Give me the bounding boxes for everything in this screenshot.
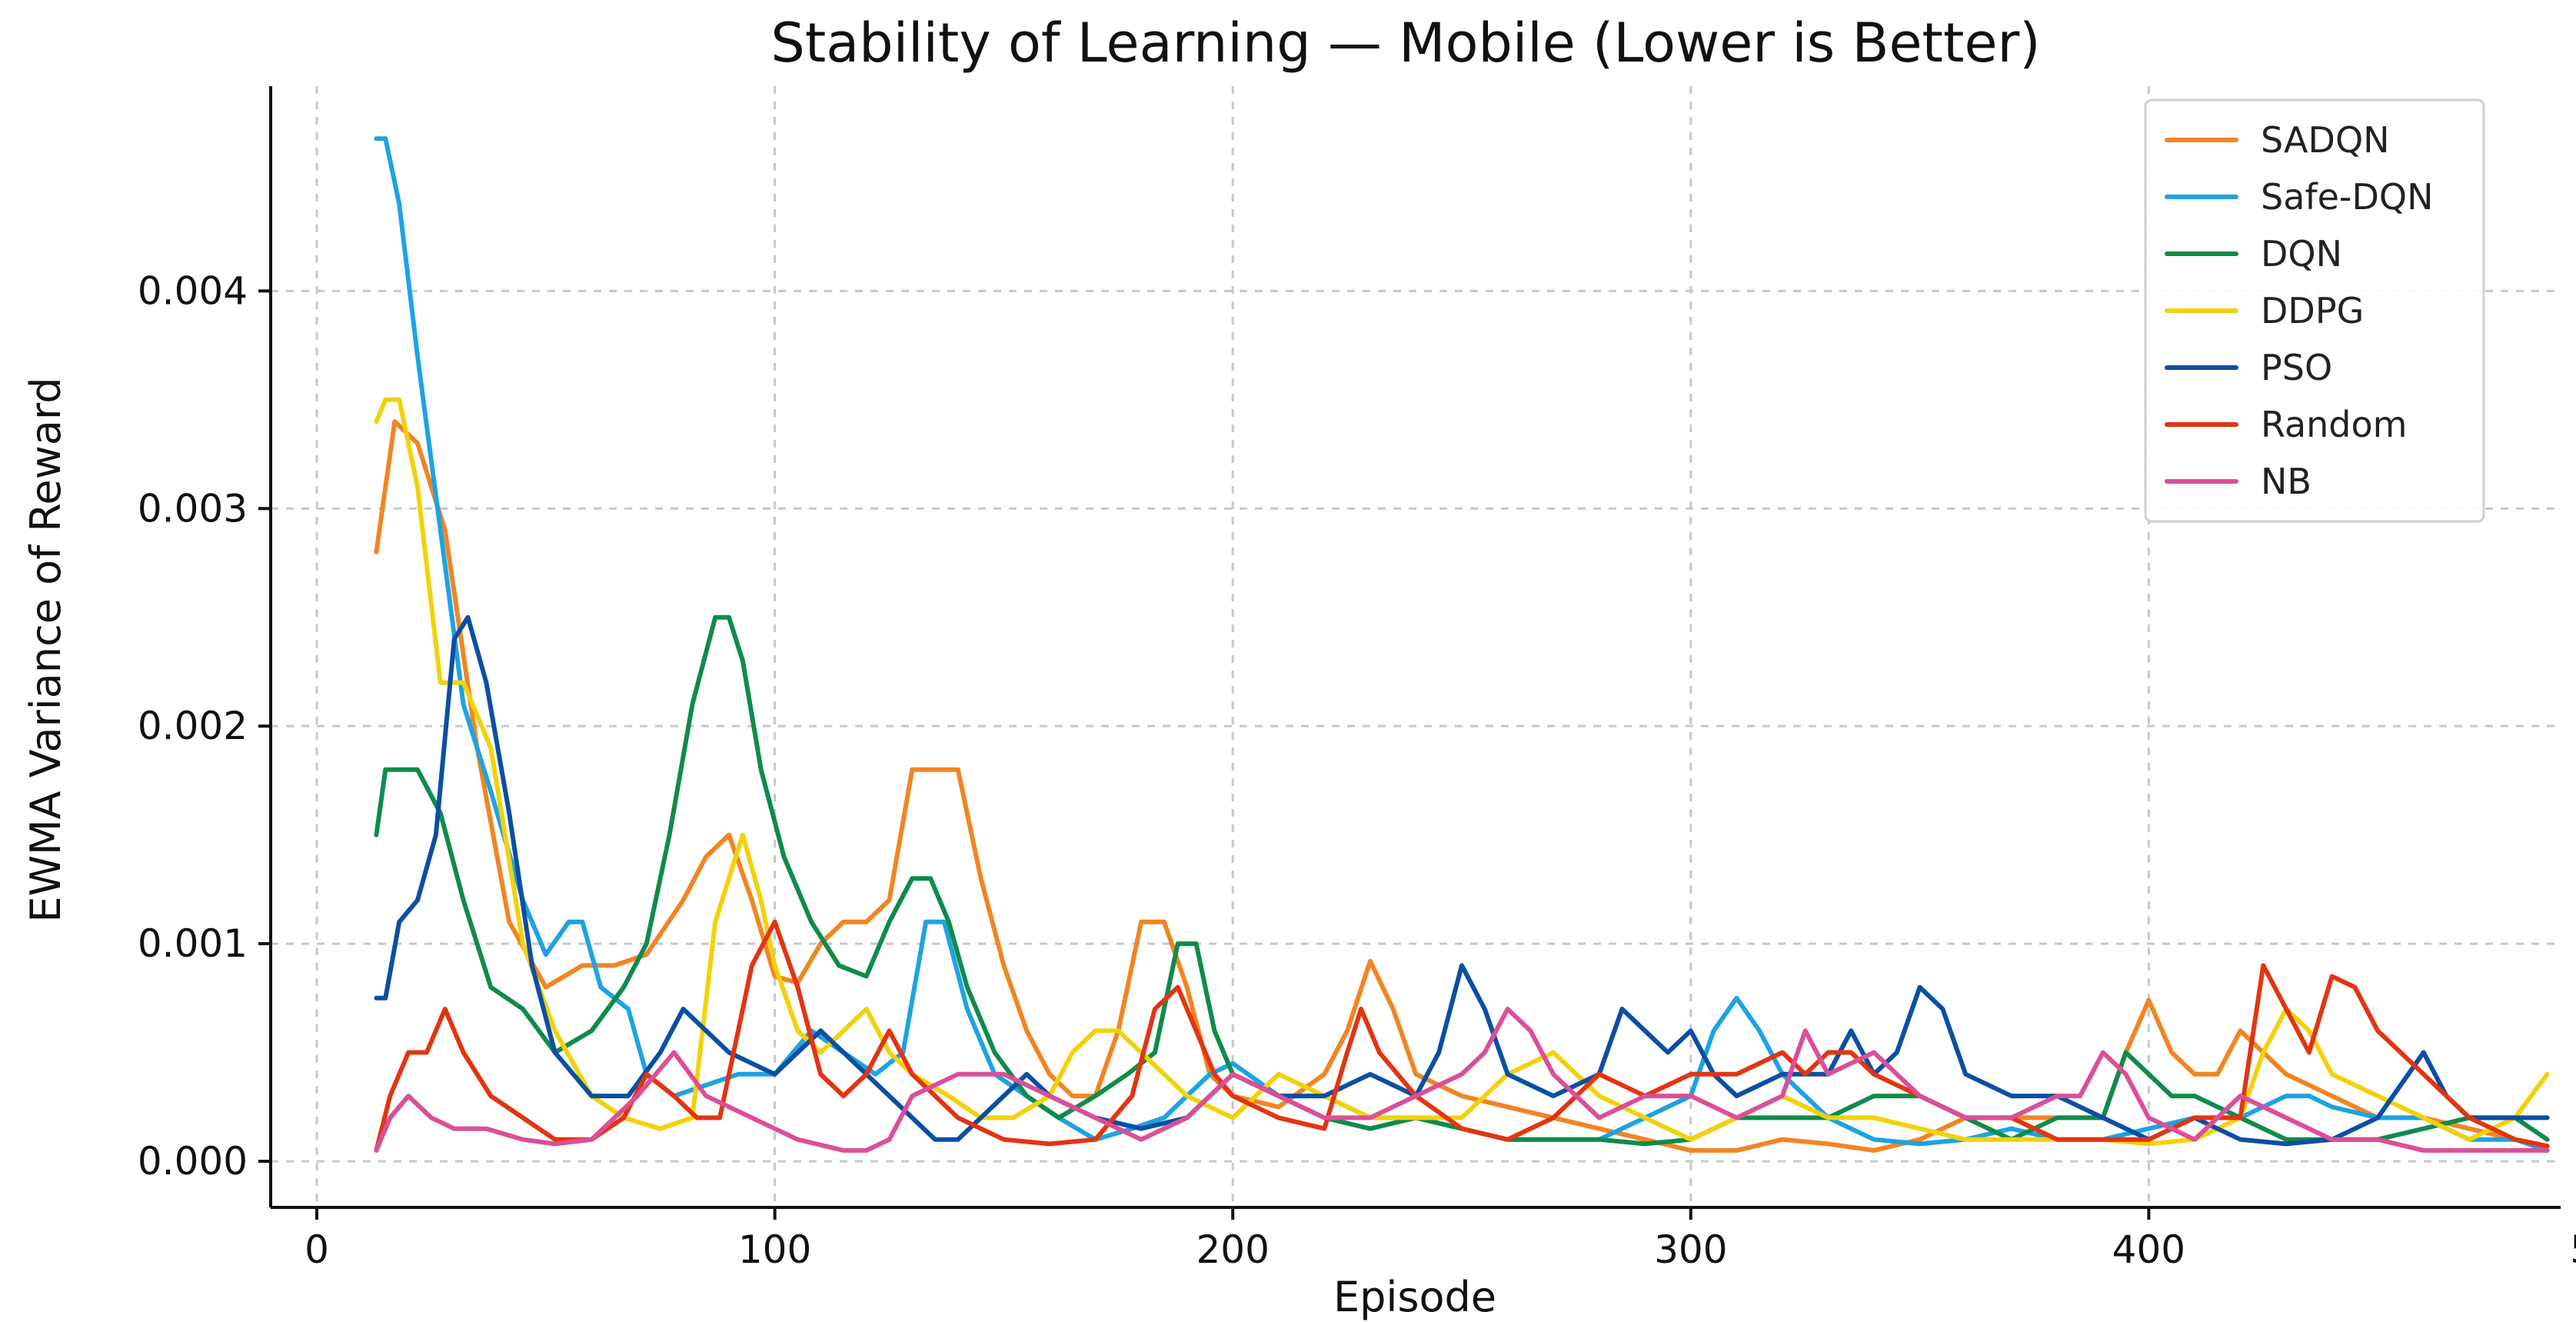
- series-line-ddpg: [374, 397, 2550, 1147]
- x-axis-label: Episode: [1333, 1273, 1496, 1321]
- y-tick-label: 0.004: [138, 268, 248, 313]
- legend-label-dqn: DQN: [2261, 233, 2342, 275]
- legend-label-pso: PSO: [2261, 347, 2332, 388]
- y-axis-label: EWMA Variance of Reward: [22, 378, 70, 923]
- chart-title: Stability of Learning — Mobile (Lower is…: [770, 12, 2040, 75]
- series-line-sadqn: [374, 419, 2550, 1153]
- series-line-nb: [374, 1007, 2550, 1153]
- y-tick-label: 0.002: [138, 704, 248, 748]
- legend-label-safe-dqn: Safe-DQN: [2261, 176, 2434, 218]
- x-tick-label: 300: [1654, 1227, 1727, 1272]
- y-tick-label: 0.000: [138, 1139, 248, 1184]
- axes: [258, 86, 2561, 1220]
- series-line-random: [374, 919, 2550, 1153]
- series-line-pso: [374, 614, 2550, 1147]
- legend-label-random: Random: [2261, 404, 2407, 445]
- legend-label-nb: NB: [2261, 461, 2311, 502]
- legend-label-sadqn: SADQN: [2261, 119, 2390, 161]
- legend: SADQN Safe-DQN DQN DDPG PSO Random NB: [2144, 98, 2485, 523]
- x-tick-label: 0: [305, 1227, 329, 1272]
- tick-labels: 0 100 200 300 400 500 0.000 0.001 0.002 0.003 0.00…: [138, 268, 2576, 1272]
- legend-label-ddpg: DDPG: [2261, 290, 2364, 331]
- y-tick-label: 0.003: [138, 486, 248, 531]
- y-tick-label: 0.001: [138, 921, 248, 966]
- x-tick-label: 100: [738, 1227, 811, 1272]
- series-lines: [374, 136, 2550, 1153]
- series-line-dqn: [374, 614, 2550, 1147]
- legend-box: [2144, 98, 2485, 523]
- x-tick-label: 200: [1196, 1227, 1269, 1272]
- x-tick-label: 400: [2112, 1227, 2185, 1272]
- x-tick-label: 500: [2570, 1227, 2576, 1272]
